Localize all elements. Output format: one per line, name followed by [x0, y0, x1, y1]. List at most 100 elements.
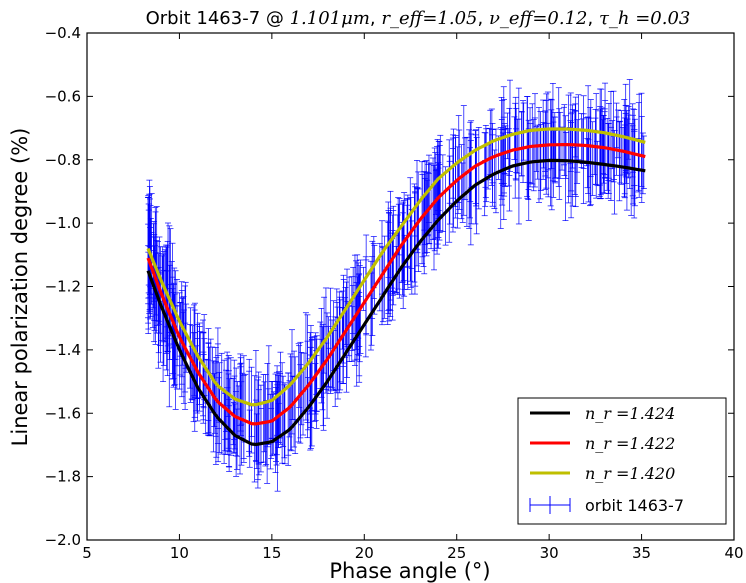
title-reff: r_eff=1.05	[381, 8, 477, 29]
error-bar	[497, 127, 504, 229]
x-axis: 5 10 15 20 25 30 35 40	[82, 33, 744, 562]
error-bar	[152, 252, 159, 316]
y-tick-label: −1.8	[45, 468, 81, 486]
error-bar	[488, 108, 495, 186]
error-bar	[344, 268, 351, 378]
error-bar	[423, 160, 430, 257]
error-bar	[511, 116, 518, 160]
error-bar	[404, 194, 411, 290]
x-tick-label: 10	[170, 544, 189, 562]
error-bar	[362, 256, 369, 358]
error-bar	[197, 331, 204, 399]
error-bar	[506, 79, 513, 172]
error-bar	[238, 381, 245, 425]
error-bar	[225, 370, 232, 467]
error-bar	[505, 128, 512, 187]
error-bar	[483, 128, 490, 203]
error-bar	[304, 340, 311, 439]
legend-label-1424: n_r =1.424	[585, 404, 675, 423]
error-bar	[356, 265, 363, 363]
error-bar	[534, 124, 541, 180]
x-tick-label: 40	[724, 544, 743, 562]
error-bar	[233, 391, 240, 457]
error-bar	[321, 296, 328, 374]
error-bar	[164, 244, 171, 352]
error-bar	[621, 99, 628, 198]
error-bar	[308, 338, 315, 411]
error-bar	[583, 117, 590, 167]
error-bar	[569, 109, 576, 207]
y-tick-label: −0.4	[45, 24, 81, 42]
chart-title: Orbit 1463-7 @ 1.101μm, r_eff=1.05, ν_ef…	[146, 8, 691, 29]
legend-label-1422: n_r =1.422	[585, 434, 675, 453]
error-bar	[555, 87, 562, 187]
error-bar	[635, 138, 642, 193]
error-bar	[384, 220, 391, 325]
title-orbit: Orbit 1463-7 @	[146, 8, 290, 29]
error-bar	[456, 129, 463, 210]
error-bar	[533, 126, 540, 172]
error-bar	[535, 107, 542, 203]
error-bar	[240, 355, 247, 463]
x-tick-label: 20	[355, 544, 374, 562]
y-tick-label: −1.4	[45, 341, 81, 359]
error-bar	[572, 96, 579, 208]
legend-box	[517, 397, 727, 525]
y-axis-label: Linear polarization degree (%)	[8, 128, 32, 447]
title-veff: ν_eff=0.12	[489, 8, 588, 29]
error-bar	[579, 118, 586, 164]
error-bar	[169, 242, 176, 380]
legend-label-orbit: orbit 1463-7	[585, 496, 684, 515]
error-bar	[597, 108, 604, 196]
error-bar	[635, 102, 642, 191]
model-line-1422	[146, 143, 646, 426]
error-bar	[404, 198, 411, 285]
error-bar	[442, 166, 449, 246]
model-lines	[146, 127, 646, 447]
x-tick-label: 25	[447, 544, 466, 562]
x-tick-label: 30	[540, 544, 559, 562]
error-bar	[460, 105, 467, 216]
error-bar	[339, 290, 346, 350]
error-bar	[400, 201, 407, 309]
error-bar	[194, 338, 201, 422]
error-bar	[562, 115, 569, 222]
model-line-1420	[146, 127, 646, 407]
y-tick-label: −0.8	[45, 151, 81, 169]
error-bar	[486, 127, 493, 181]
error-bar	[548, 99, 555, 211]
x-tick-label: 35	[632, 544, 651, 562]
title-tau: τ_h =0.03	[599, 8, 690, 29]
model-line-1424	[146, 158, 646, 447]
error-bar	[560, 106, 567, 166]
error-bar	[356, 273, 363, 383]
title-wavelength: 1.101μm	[290, 8, 370, 29]
error-bar	[542, 111, 549, 190]
error-bar	[399, 203, 406, 296]
error-bar	[569, 111, 576, 169]
error-bar	[385, 201, 392, 311]
error-bar	[251, 375, 258, 483]
y-tick-label: −1.0	[45, 214, 81, 232]
error-bar	[520, 100, 527, 183]
y-tick-label: −1.2	[45, 278, 81, 296]
x-axis-label: Phase angle (°)	[329, 559, 490, 583]
error-bar	[605, 147, 612, 199]
legend: n_r =1.424 n_r =1.422 n_r =1.420 orbit 1…	[517, 397, 727, 525]
y-axis: −2.0 −1.8 −1.6 −1.4 −1.2 −1.0 −0.8 −0.6 −0.4	[45, 24, 734, 549]
error-bar	[411, 183, 418, 283]
x-tick-label: 5	[82, 544, 92, 562]
error-bar	[401, 192, 408, 297]
error-bar	[613, 102, 620, 148]
error-bar	[340, 274, 347, 384]
error-bar	[325, 316, 332, 387]
error-bar	[463, 136, 470, 227]
error-bar	[260, 374, 267, 463]
error-bar	[631, 130, 638, 199]
error-bar	[547, 98, 554, 207]
y-tick-label: −1.6	[45, 404, 81, 422]
error-bar	[626, 79, 633, 189]
error-bar	[407, 177, 414, 282]
error-bar	[527, 123, 534, 184]
